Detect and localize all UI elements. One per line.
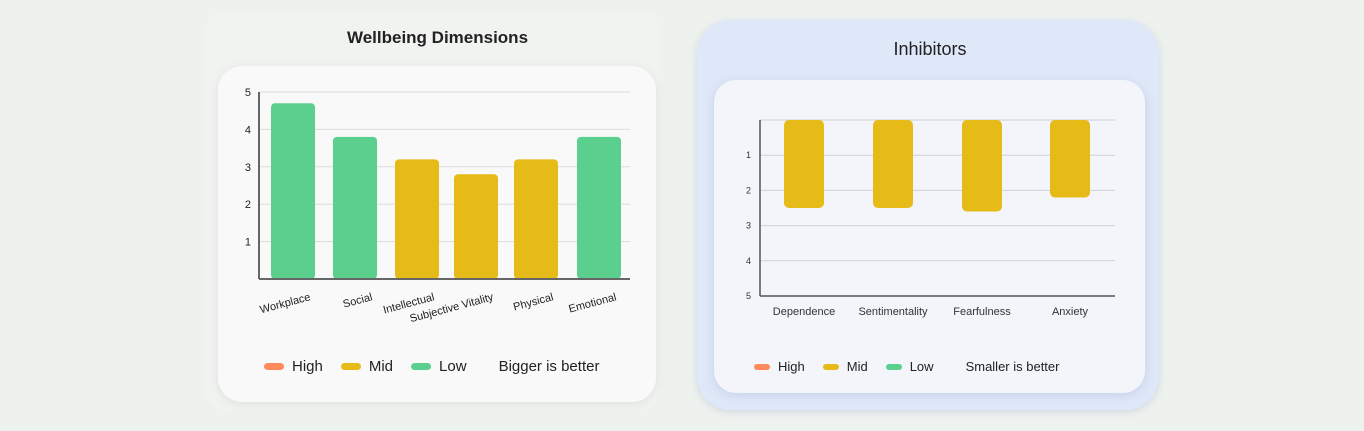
bar-intellectual <box>395 159 439 279</box>
y-tick-label: 4 <box>245 124 251 136</box>
y-tick-label: 2 <box>746 185 751 195</box>
y-tick-label: 1 <box>245 237 251 249</box>
bar-dependence <box>784 120 824 208</box>
x-tick-label: Fearfulness <box>953 306 1011 318</box>
inhibitors-title: Inhibitors <box>893 39 967 59</box>
x-tick-label: Dependence <box>773 306 835 318</box>
legend-low: Low <box>411 358 467 375</box>
x-tick-label: Sentimentality <box>858 306 928 318</box>
legend-label: Mid <box>846 359 868 374</box>
legend-mid: Mid <box>340 358 394 375</box>
legend-note: Bigger is better <box>498 358 600 375</box>
legend-swatch <box>754 363 770 370</box>
legend-label: High <box>778 359 805 374</box>
legend-label: Low <box>439 358 467 375</box>
legend-swatch <box>885 363 902 370</box>
y-tick-label: 5 <box>746 291 751 301</box>
bar-emotional <box>577 136 621 279</box>
legend-mid: Mid <box>822 359 868 374</box>
legend-swatch <box>411 363 432 370</box>
legend-swatch <box>264 363 284 370</box>
legend-high: High <box>264 358 323 375</box>
y-tick-label: 2 <box>245 199 251 211</box>
x-tick-label: Anxiety <box>1052 306 1089 318</box>
legend-label: Mid <box>368 358 394 375</box>
wellbeing-legend: High Mid Low Bigger is better <box>264 358 599 375</box>
y-tick-label: 3 <box>746 221 751 231</box>
x-tick-label: Emotional <box>567 291 617 315</box>
x-tick-label: Workplace <box>259 291 312 316</box>
legend-swatch <box>340 363 361 370</box>
legend-high: High <box>754 359 805 374</box>
legend-swatch <box>822 363 839 370</box>
x-tick-label: Physical <box>512 291 555 313</box>
y-tick-label: 3 <box>245 162 251 174</box>
legend-note: Smaller is better <box>965 359 1060 374</box>
legend-low: Low <box>885 359 934 374</box>
x-tick-label: Social <box>342 291 374 310</box>
inhibitors-legend: High Mid Low Smaller is better <box>754 359 1059 374</box>
bar-physical <box>514 159 558 279</box>
wellbeing-title: Wellbeing Dimensions <box>346 28 529 47</box>
bar-fearfulness <box>962 120 1002 212</box>
bar-anxiety <box>1050 120 1090 198</box>
y-tick-label: 1 <box>746 150 751 160</box>
bar-workplace <box>271 103 315 279</box>
y-tick-label: 5 <box>245 87 251 99</box>
legend-label: High <box>292 358 323 375</box>
legend-label: Low <box>909 359 934 374</box>
bar-subjective-vitality <box>454 174 498 279</box>
y-tick-label: 4 <box>746 256 751 266</box>
bar-sentimentality <box>873 120 913 208</box>
bar-social <box>333 136 377 279</box>
